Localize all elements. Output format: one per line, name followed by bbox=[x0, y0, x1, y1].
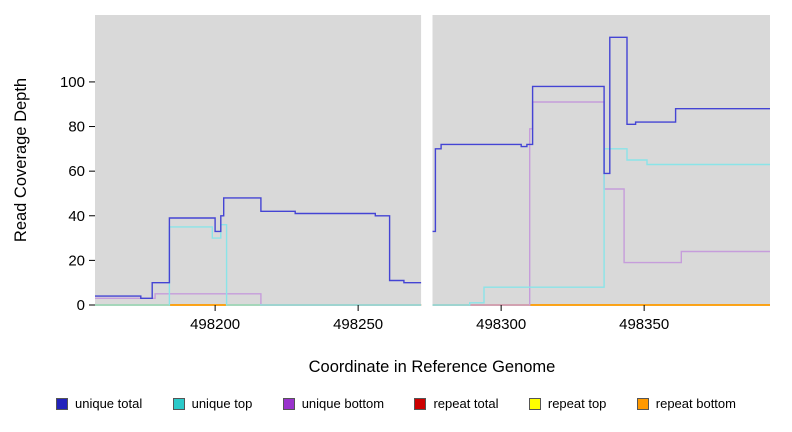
coverage-chart-svg: Coordinate in Reference Genome Read Cove… bbox=[12, 15, 770, 376]
legend-swatch-repeat-bottom bbox=[636, 397, 649, 410]
y-tick-label: 0 bbox=[77, 297, 85, 314]
legend-label: unique total bbox=[75, 396, 143, 411]
legend-item-repeat-bottom: repeat bottom bbox=[636, 396, 736, 411]
x-tick-label: 498200 bbox=[190, 316, 240, 333]
series-line-unique-top bbox=[432, 148, 770, 306]
legend-swatch-repeat-total bbox=[414, 397, 427, 410]
y-tick-label: 100 bbox=[60, 74, 85, 91]
legend-label: repeat bottom bbox=[655, 396, 736, 411]
y-tick-label: 20 bbox=[68, 252, 85, 269]
legend-item-unique-bottom: unique bottom bbox=[282, 396, 385, 411]
y-tick-label: 60 bbox=[68, 163, 85, 180]
series-line-unique-total bbox=[95, 197, 422, 299]
x-tick-label: 498250 bbox=[333, 316, 383, 333]
legend-swatch-unique-total bbox=[56, 397, 68, 410]
y-tick-label: 40 bbox=[68, 208, 85, 225]
legend-label: unique top bbox=[191, 396, 253, 411]
y-tick-label: 80 bbox=[68, 119, 85, 136]
legend-label: repeat total bbox=[433, 396, 499, 411]
series-line-unique-total bbox=[432, 36, 770, 233]
legend-item-repeat-top: repeat top bbox=[528, 396, 607, 411]
legend-swatch-repeat-top bbox=[528, 397, 541, 410]
legend-label: unique bottom bbox=[301, 396, 385, 411]
x-tick-label: 498350 bbox=[619, 316, 669, 333]
y-axis-title: Read Coverage Depth bbox=[12, 78, 30, 242]
legend-item-unique-total: unique total bbox=[56, 396, 142, 411]
legend-item-repeat-total: repeat total bbox=[414, 396, 499, 411]
legend-item-unique-top: unique top bbox=[172, 396, 253, 411]
legend-label: repeat top bbox=[547, 396, 607, 411]
chart-legend: unique total unique top unique bottom repea… bbox=[0, 396, 792, 411]
x-tick-label: 498300 bbox=[476, 316, 526, 333]
legend-swatch-unique-top bbox=[172, 397, 185, 410]
coverage-gap-band bbox=[421, 15, 433, 305]
legend-swatch-unique-bottom bbox=[282, 397, 295, 410]
x-axis-title: Coordinate in Reference Genome bbox=[309, 358, 556, 376]
